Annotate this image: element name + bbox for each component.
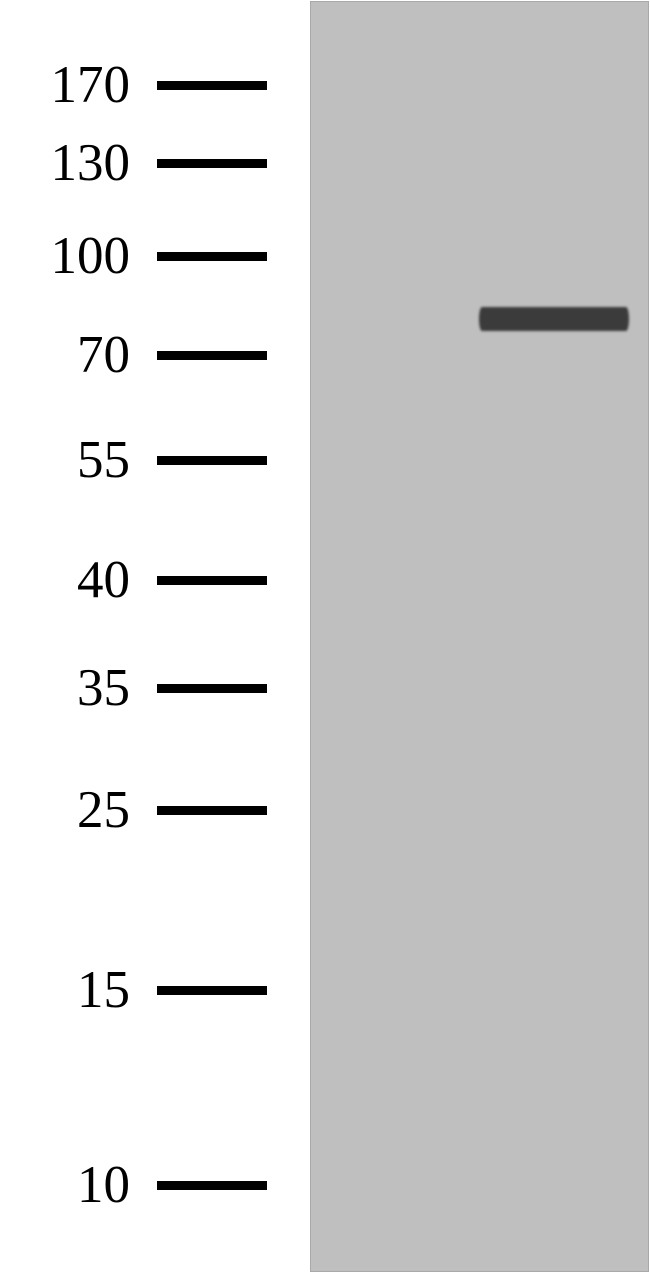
marker-row: 15 [0, 964, 267, 1017]
marker-row: 130 [0, 137, 267, 190]
western-blot-figure: 170 130 100 70 55 40 35 25 15 10 [0, 0, 650, 1273]
marker-tick [157, 576, 267, 585]
marker-label: 100 [0, 230, 130, 283]
marker-row: 55 [0, 434, 267, 487]
marker-row: 70 [0, 329, 267, 382]
marker-row: 100 [0, 230, 267, 283]
marker-tick [157, 252, 267, 261]
marker-label: 130 [0, 137, 130, 190]
marker-tick [157, 986, 267, 995]
blot-membrane [310, 1, 649, 1272]
marker-tick [157, 1181, 267, 1190]
marker-label: 170 [0, 59, 130, 112]
marker-label: 25 [0, 784, 130, 837]
marker-label: 40 [0, 554, 130, 607]
marker-label: 70 [0, 329, 130, 382]
marker-tick [157, 159, 267, 168]
marker-label: 15 [0, 964, 130, 1017]
marker-row: 10 [0, 1159, 267, 1212]
marker-tick [157, 351, 267, 360]
marker-label: 55 [0, 434, 130, 487]
marker-tick [157, 684, 267, 693]
marker-row: 25 [0, 784, 267, 837]
marker-label: 10 [0, 1159, 130, 1212]
marker-label: 35 [0, 662, 130, 715]
marker-tick [157, 456, 267, 465]
marker-row: 40 [0, 554, 267, 607]
marker-row: 170 [0, 59, 267, 112]
marker-tick [157, 81, 267, 90]
marker-row: 35 [0, 662, 267, 715]
protein-band [479, 307, 629, 331]
marker-tick [157, 806, 267, 815]
